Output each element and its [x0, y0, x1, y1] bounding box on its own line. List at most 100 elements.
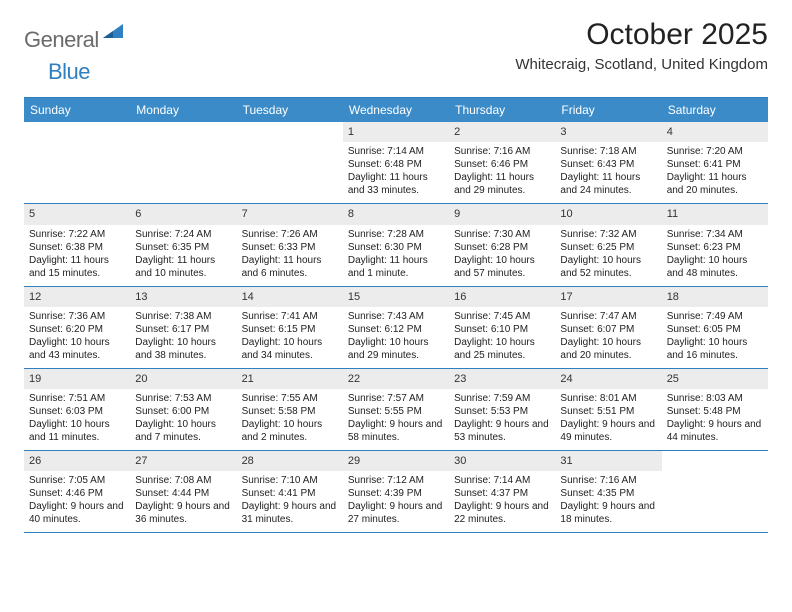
calendar-cell: 26Sunrise: 7:05 AMSunset: 4:46 PMDayligh… — [24, 451, 130, 532]
calendar-cell: 30Sunrise: 7:14 AMSunset: 4:37 PMDayligh… — [449, 451, 555, 532]
sunrise-text: Sunrise: 7:24 AM — [135, 228, 231, 241]
sunrise-text: Sunrise: 7:18 AM — [560, 145, 656, 158]
calendar-cell: 23Sunrise: 7:59 AMSunset: 5:53 PMDayligh… — [449, 369, 555, 450]
calendar-cell: 10Sunrise: 7:32 AMSunset: 6:25 PMDayligh… — [555, 204, 661, 285]
calendar-cell: 25Sunrise: 8:03 AMSunset: 5:48 PMDayligh… — [662, 369, 768, 450]
calendar-cell: 8Sunrise: 7:28 AMSunset: 6:30 PMDaylight… — [343, 204, 449, 285]
sunrise-text: Sunrise: 8:01 AM — [560, 392, 656, 405]
calendar-cell: 21Sunrise: 7:55 AMSunset: 5:58 PMDayligh… — [237, 369, 343, 450]
sunset-text: Sunset: 6:48 PM — [348, 158, 444, 171]
day-number: 15 — [343, 287, 449, 307]
daylight-text: Daylight: 10 hours and 52 minutes. — [560, 254, 656, 280]
day-number: 7 — [237, 204, 343, 224]
day-info: Sunrise: 7:34 AMSunset: 6:23 PMDaylight:… — [662, 225, 768, 286]
day-number: 13 — [130, 287, 236, 307]
sunrise-text: Sunrise: 7:08 AM — [135, 474, 231, 487]
sunset-text: Sunset: 4:39 PM — [348, 487, 444, 500]
day-info: Sunrise: 7:57 AMSunset: 5:55 PMDaylight:… — [343, 389, 449, 450]
sunset-text: Sunset: 6:33 PM — [242, 241, 338, 254]
day-number: 29 — [343, 451, 449, 471]
sunrise-text: Sunrise: 7:30 AM — [454, 228, 550, 241]
daylight-text: Daylight: 10 hours and 43 minutes. — [29, 336, 125, 362]
sunset-text: Sunset: 5:58 PM — [242, 405, 338, 418]
sunrise-text: Sunrise: 7:20 AM — [667, 145, 763, 158]
daylight-text: Daylight: 11 hours and 24 minutes. — [560, 171, 656, 197]
day-number: 26 — [24, 451, 130, 471]
page-subtitle: Whitecraig, Scotland, United Kingdom — [515, 56, 768, 73]
sunrise-text: Sunrise: 7:32 AM — [560, 228, 656, 241]
calendar-page: General October 2025 Whitecraig, Scotlan… — [0, 0, 792, 533]
brand-triangle-icon — [103, 24, 123, 43]
day-number: 2 — [449, 122, 555, 142]
sunrise-text: Sunrise: 7:51 AM — [29, 392, 125, 405]
day-number: 27 — [130, 451, 236, 471]
daylight-text: Daylight: 11 hours and 29 minutes. — [454, 171, 550, 197]
day-info: Sunrise: 7:43 AMSunset: 6:12 PMDaylight:… — [343, 307, 449, 368]
calendar-cell — [237, 122, 343, 203]
day-number: 8 — [343, 204, 449, 224]
day-number: 5 — [24, 204, 130, 224]
day-info: Sunrise: 7:24 AMSunset: 6:35 PMDaylight:… — [130, 225, 236, 286]
day-info: Sunrise: 7:28 AMSunset: 6:30 PMDaylight:… — [343, 225, 449, 286]
day-info: Sunrise: 7:53 AMSunset: 6:00 PMDaylight:… — [130, 389, 236, 450]
brand-logo: General — [24, 18, 125, 55]
day-number: 3 — [555, 122, 661, 142]
sunrise-text: Sunrise: 7:59 AM — [454, 392, 550, 405]
calendar-cell: 1Sunrise: 7:14 AMSunset: 6:48 PMDaylight… — [343, 122, 449, 203]
weekday-label: Sunday — [24, 98, 130, 122]
daylight-text: Daylight: 9 hours and 58 minutes. — [348, 418, 444, 444]
sunset-text: Sunset: 6:43 PM — [560, 158, 656, 171]
daylight-text: Daylight: 11 hours and 33 minutes. — [348, 171, 444, 197]
calendar-cell: 24Sunrise: 8:01 AMSunset: 5:51 PMDayligh… — [555, 369, 661, 450]
calendar-cell: 12Sunrise: 7:36 AMSunset: 6:20 PMDayligh… — [24, 287, 130, 368]
daylight-text: Daylight: 10 hours and 29 minutes. — [348, 336, 444, 362]
daylight-text: Daylight: 9 hours and 22 minutes. — [454, 500, 550, 526]
day-info: Sunrise: 7:36 AMSunset: 6:20 PMDaylight:… — [24, 307, 130, 368]
day-number: 10 — [555, 204, 661, 224]
day-info: Sunrise: 7:12 AMSunset: 4:39 PMDaylight:… — [343, 471, 449, 532]
sunrise-text: Sunrise: 7:28 AM — [348, 228, 444, 241]
calendar-cell: 29Sunrise: 7:12 AMSunset: 4:39 PMDayligh… — [343, 451, 449, 532]
calendar-grid: Sunday Monday Tuesday Wednesday Thursday… — [24, 97, 768, 533]
sunrise-text: Sunrise: 7:26 AM — [242, 228, 338, 241]
day-info: Sunrise: 7:16 AMSunset: 6:46 PMDaylight:… — [449, 142, 555, 203]
day-number: 24 — [555, 369, 661, 389]
day-info: Sunrise: 7:41 AMSunset: 6:15 PMDaylight:… — [237, 307, 343, 368]
sunset-text: Sunset: 4:35 PM — [560, 487, 656, 500]
sunrise-text: Sunrise: 7:57 AM — [348, 392, 444, 405]
calendar-week: 1Sunrise: 7:14 AMSunset: 6:48 PMDaylight… — [24, 122, 768, 204]
sunset-text: Sunset: 6:17 PM — [135, 323, 231, 336]
sunset-text: Sunset: 6:46 PM — [454, 158, 550, 171]
daylight-text: Daylight: 10 hours and 16 minutes. — [667, 336, 763, 362]
sunrise-text: Sunrise: 8:03 AM — [667, 392, 763, 405]
calendar-cell: 2Sunrise: 7:16 AMSunset: 6:46 PMDaylight… — [449, 122, 555, 203]
day-info: Sunrise: 7:22 AMSunset: 6:38 PMDaylight:… — [24, 225, 130, 286]
daylight-text: Daylight: 10 hours and 34 minutes. — [242, 336, 338, 362]
sunrise-text: Sunrise: 7:38 AM — [135, 310, 231, 323]
daylight-text: Daylight: 10 hours and 7 minutes. — [135, 418, 231, 444]
daylight-text: Daylight: 11 hours and 20 minutes. — [667, 171, 763, 197]
sunset-text: Sunset: 5:48 PM — [667, 405, 763, 418]
day-info: Sunrise: 7:18 AMSunset: 6:43 PMDaylight:… — [555, 142, 661, 203]
brand-part2: Blue — [48, 59, 90, 85]
sunset-text: Sunset: 6:41 PM — [667, 158, 763, 171]
sunset-text: Sunset: 6:07 PM — [560, 323, 656, 336]
day-number: 14 — [237, 287, 343, 307]
sunset-text: Sunset: 5:51 PM — [560, 405, 656, 418]
day-info: Sunrise: 7:49 AMSunset: 6:05 PMDaylight:… — [662, 307, 768, 368]
daylight-text: Daylight: 9 hours and 36 minutes. — [135, 500, 231, 526]
day-number: 18 — [662, 287, 768, 307]
calendar-cell — [662, 451, 768, 532]
sunset-text: Sunset: 5:53 PM — [454, 405, 550, 418]
sunrise-text: Sunrise: 7:12 AM — [348, 474, 444, 487]
calendar-week: 5Sunrise: 7:22 AMSunset: 6:38 PMDaylight… — [24, 204, 768, 286]
daylight-text: Daylight: 9 hours and 44 minutes. — [667, 418, 763, 444]
calendar-cell: 15Sunrise: 7:43 AMSunset: 6:12 PMDayligh… — [343, 287, 449, 368]
sunrise-text: Sunrise: 7:41 AM — [242, 310, 338, 323]
daylight-text: Daylight: 11 hours and 6 minutes. — [242, 254, 338, 280]
day-number: 17 — [555, 287, 661, 307]
page-title: October 2025 — [515, 18, 768, 52]
daylight-text: Daylight: 11 hours and 15 minutes. — [29, 254, 125, 280]
day-info: Sunrise: 8:03 AMSunset: 5:48 PMDaylight:… — [662, 389, 768, 450]
day-info: Sunrise: 7:32 AMSunset: 6:25 PMDaylight:… — [555, 225, 661, 286]
